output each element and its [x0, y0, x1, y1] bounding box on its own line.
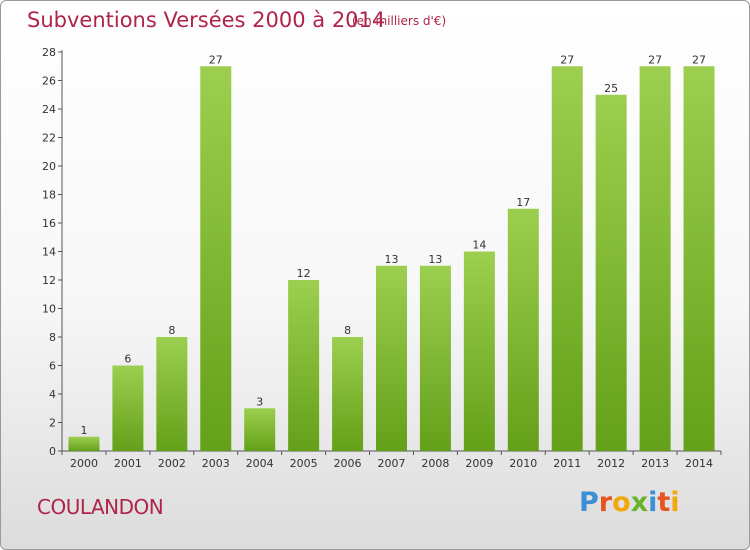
y-tick-label: 22 [42, 132, 56, 145]
logo-letter: r [598, 487, 613, 518]
bar [288, 280, 320, 451]
y-tick-label: 4 [49, 388, 56, 401]
y-tick-label: 20 [42, 160, 56, 173]
logo-letter: o [612, 487, 631, 518]
bar-value-label: 13 [385, 253, 399, 266]
y-tick-label: 2 [49, 417, 56, 430]
bar-value-label: 8 [344, 324, 351, 337]
bar-value-label: 1 [80, 424, 87, 437]
y-tick-label: 12 [42, 274, 56, 287]
x-tick-label: 2012 [597, 457, 625, 470]
x-tick-label: 2001 [114, 457, 142, 470]
bar-value-label: 25 [604, 82, 618, 95]
bar [683, 66, 715, 451]
bar-value-label: 12 [297, 267, 311, 280]
proxiti-logo: Proxiti [579, 487, 680, 518]
bar [376, 265, 407, 451]
bar-value-label: 3 [256, 395, 263, 408]
bar-value-label: 27 [560, 53, 574, 66]
logo-letter: P [579, 487, 599, 518]
y-tick-label: 10 [42, 303, 56, 316]
chart-bars [68, 66, 715, 451]
x-tick-label: 2006 [334, 457, 362, 470]
bar [156, 337, 188, 451]
x-tick-label: 2013 [641, 457, 669, 470]
bar [332, 337, 364, 451]
bar [595, 94, 627, 451]
y-tick-label: 0 [49, 445, 56, 458]
chart-subtitle: (en milliers d'€) [352, 14, 447, 28]
x-tick-label: 2000 [70, 457, 98, 470]
x-tick-label: 2014 [685, 457, 713, 470]
bar [244, 408, 276, 451]
x-tick-label: 2007 [378, 457, 406, 470]
x-tick-label: 2005 [290, 457, 318, 470]
y-tick-label: 16 [42, 217, 56, 230]
bar [112, 365, 144, 451]
y-tick-label: 26 [42, 75, 56, 88]
bar-value-label: 27 [209, 53, 223, 66]
x-tick-label: 2011 [553, 457, 581, 470]
bar [463, 251, 495, 451]
y-tick-label: 18 [42, 189, 56, 202]
logo-letter: x [630, 487, 649, 518]
bar [200, 66, 232, 451]
chart-value-labels: 1 6 8 27 3 12 8 13 13 14 17 27 25 27 27 [80, 53, 706, 437]
bar [551, 66, 583, 451]
logo-letter: t [657, 487, 671, 518]
x-tick-label: 2009 [465, 457, 493, 470]
bar [68, 436, 100, 451]
bar [419, 265, 451, 451]
y-tick-label: 28 [42, 46, 56, 59]
y-tick-label: 24 [42, 103, 56, 116]
bar [507, 208, 539, 451]
y-tick-label: 14 [42, 246, 56, 259]
logo-letter: i [670, 487, 680, 518]
x-tick-label: 2010 [509, 457, 537, 470]
x-tick-label: 2002 [158, 457, 186, 470]
x-tick-label: 2008 [421, 457, 449, 470]
bar-value-label: 27 [648, 53, 662, 66]
commune-name: COULANDON [37, 495, 164, 519]
bar-value-label: 13 [428, 253, 442, 266]
y-tick-label: 6 [49, 360, 56, 373]
x-tick-label: 2004 [246, 457, 274, 470]
bar-value-label: 8 [168, 324, 175, 337]
logo-letter: i [648, 487, 658, 518]
bar-value-label: 27 [692, 53, 706, 66]
bar [639, 66, 671, 451]
bar-value-label: 6 [124, 353, 131, 366]
x-tick-label: 2003 [202, 457, 230, 470]
y-tick-label: 8 [49, 331, 56, 344]
chart-title: Subventions Versées 2000 à 2014 [27, 8, 386, 32]
bar-value-label: 17 [516, 196, 530, 209]
bar-value-label: 14 [472, 239, 486, 252]
